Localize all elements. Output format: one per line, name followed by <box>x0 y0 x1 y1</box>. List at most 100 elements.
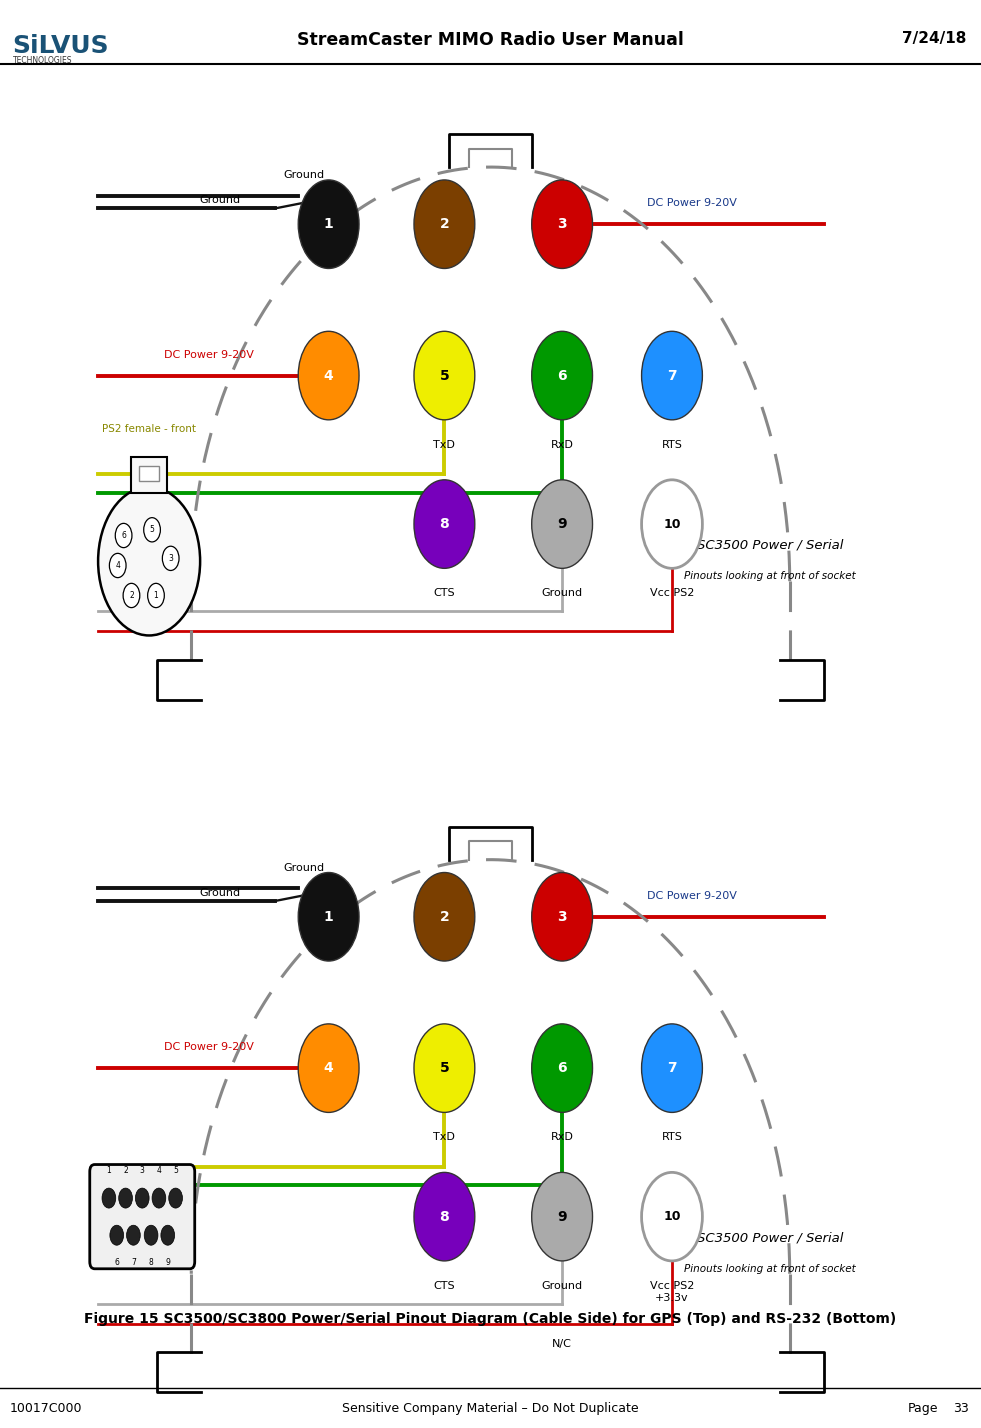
Circle shape <box>98 487 200 635</box>
Text: Vcc PS2: Vcc PS2 <box>649 588 695 598</box>
Circle shape <box>414 1024 475 1112</box>
Text: Page: Page <box>907 1402 938 1415</box>
Text: 10017C000: 10017C000 <box>10 1402 82 1415</box>
Circle shape <box>298 180 359 268</box>
Circle shape <box>162 547 180 571</box>
Circle shape <box>102 1188 116 1208</box>
Circle shape <box>144 1225 158 1245</box>
Circle shape <box>119 1188 132 1208</box>
Circle shape <box>152 1188 166 1208</box>
Circle shape <box>116 523 131 548</box>
Text: 2: 2 <box>439 217 449 231</box>
Text: DC Power 9-20V: DC Power 9-20V <box>646 891 737 901</box>
Text: 2: 2 <box>124 1167 128 1175</box>
Text: 4: 4 <box>116 561 120 570</box>
Circle shape <box>135 1188 149 1208</box>
Text: 5: 5 <box>150 526 154 534</box>
Text: 8: 8 <box>149 1258 153 1267</box>
Text: DC Power 9-20V: DC Power 9-20V <box>164 1042 254 1052</box>
Text: Ground: Ground <box>542 588 583 598</box>
Text: 7: 7 <box>667 368 677 383</box>
Circle shape <box>110 553 126 578</box>
Text: 7/24/18: 7/24/18 <box>902 31 966 47</box>
Bar <box>131 457 167 493</box>
Text: 2: 2 <box>129 591 133 600</box>
Text: 3: 3 <box>557 217 567 231</box>
Circle shape <box>532 180 593 268</box>
Text: 5: 5 <box>439 1061 449 1075</box>
Text: Vcc PS2
+3.3v: Vcc PS2 +3.3v <box>649 1281 695 1302</box>
Circle shape <box>532 873 593 961</box>
Text: 33: 33 <box>954 1402 969 1415</box>
Text: 7: 7 <box>131 1258 135 1267</box>
Text: 9: 9 <box>557 1210 567 1224</box>
Circle shape <box>414 1172 475 1261</box>
FancyBboxPatch shape <box>89 1165 194 1269</box>
Text: 6: 6 <box>557 368 567 383</box>
Text: 8: 8 <box>439 517 449 531</box>
Text: DC Power 9-20V: DC Power 9-20V <box>164 350 254 360</box>
Circle shape <box>127 1225 140 1245</box>
Bar <box>139 466 159 481</box>
Text: Pinouts looking at front of socket: Pinouts looking at front of socket <box>684 1264 856 1274</box>
Text: Ground: Ground <box>199 887 240 898</box>
Text: 3: 3 <box>557 910 567 924</box>
Text: 4: 4 <box>324 368 334 383</box>
Circle shape <box>642 480 702 568</box>
Text: RTS: RTS <box>661 440 683 450</box>
Text: 4: 4 <box>324 1061 334 1075</box>
Text: RxD: RxD <box>550 440 574 450</box>
Text: RxD: RxD <box>550 1132 574 1142</box>
Circle shape <box>532 480 593 568</box>
Text: 2: 2 <box>439 910 449 924</box>
Text: 9: 9 <box>166 1258 170 1267</box>
Text: Ground: Ground <box>284 170 325 180</box>
Circle shape <box>169 1188 182 1208</box>
Text: 1: 1 <box>107 1167 111 1175</box>
Text: Ground: Ground <box>284 863 325 873</box>
Text: 7: 7 <box>667 1061 677 1075</box>
Text: RTS: RTS <box>661 1132 683 1142</box>
Text: 1: 1 <box>324 910 334 924</box>
Circle shape <box>124 583 140 608</box>
Text: SiLVUS: SiLVUS <box>12 34 108 59</box>
Circle shape <box>161 1225 175 1245</box>
Text: 4: 4 <box>157 1167 161 1175</box>
Text: SC3500 Power / Serial: SC3500 Power / Serial <box>697 538 844 553</box>
Text: PS2 female - front: PS2 female - front <box>102 424 196 434</box>
Circle shape <box>110 1225 124 1245</box>
Text: 9: 9 <box>557 517 567 531</box>
Circle shape <box>144 517 161 543</box>
Text: TxD: TxD <box>434 440 455 450</box>
Text: 6: 6 <box>122 531 126 540</box>
Text: 6: 6 <box>115 1258 119 1267</box>
Text: Ground: Ground <box>542 1281 583 1291</box>
Text: 5: 5 <box>174 1167 178 1175</box>
Text: Sensitive Company Material – Do Not Duplicate: Sensitive Company Material – Do Not Dupl… <box>342 1402 639 1415</box>
Circle shape <box>532 1172 593 1261</box>
Text: 1: 1 <box>154 591 158 600</box>
Circle shape <box>414 480 475 568</box>
Text: 6: 6 <box>557 1061 567 1075</box>
Text: TECHNOLOGIES: TECHNOLOGIES <box>13 56 73 64</box>
Circle shape <box>147 583 165 608</box>
Text: 3: 3 <box>140 1167 144 1175</box>
Circle shape <box>642 331 702 420</box>
Text: TxD: TxD <box>434 1132 455 1142</box>
Text: DC Power 9-20V: DC Power 9-20V <box>646 198 737 208</box>
Text: Pinouts looking at front of socket: Pinouts looking at front of socket <box>684 571 856 581</box>
Circle shape <box>414 180 475 268</box>
Circle shape <box>642 1024 702 1112</box>
Text: Figure 15 SC3500/SC3800 Power/Serial Pinout Diagram (Cable Side) for GPS (Top) a: Figure 15 SC3500/SC3800 Power/Serial Pin… <box>84 1312 897 1327</box>
Circle shape <box>298 873 359 961</box>
Circle shape <box>298 331 359 420</box>
Circle shape <box>532 331 593 420</box>
Circle shape <box>532 1024 593 1112</box>
Text: StreamCaster MIMO Radio User Manual: StreamCaster MIMO Radio User Manual <box>297 31 684 50</box>
Circle shape <box>414 331 475 420</box>
Text: 1: 1 <box>324 217 334 231</box>
Circle shape <box>414 873 475 961</box>
Circle shape <box>642 1172 702 1261</box>
Text: Ground: Ground <box>199 194 240 206</box>
Text: SC3500 Power / Serial: SC3500 Power / Serial <box>697 1231 844 1245</box>
